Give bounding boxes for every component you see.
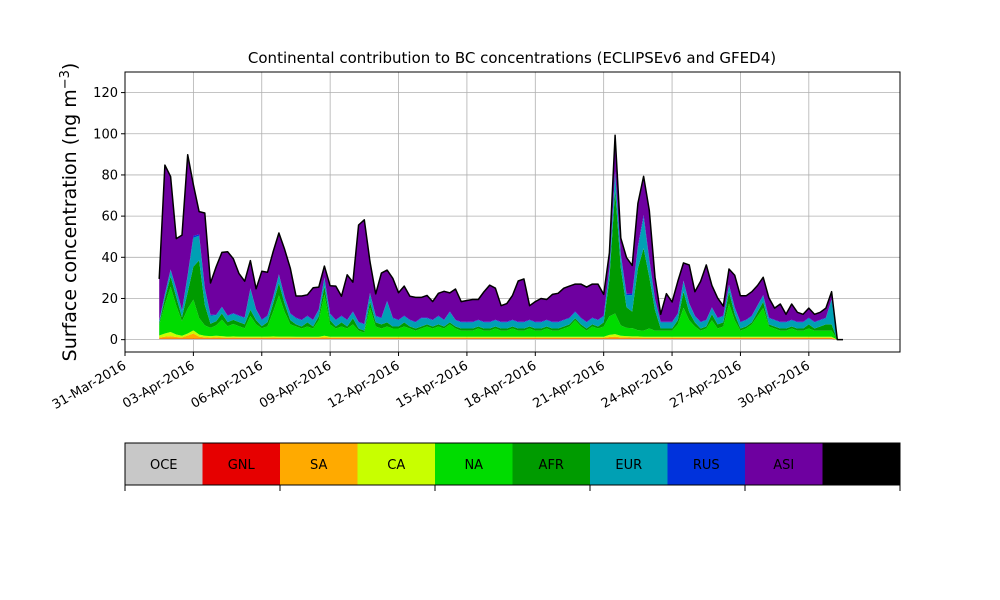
area-sa <box>159 333 843 340</box>
total-line <box>158 134 843 341</box>
legend-frame <box>124 442 901 486</box>
x-tick-label: 31-Mar-2016 <box>50 358 129 412</box>
total-outline <box>158 134 843 341</box>
legend-swatch-oce <box>125 443 203 485</box>
y-axis-label-main: Surface concentration (ng m <box>59 89 81 361</box>
area-ca <box>159 330 843 340</box>
y-tick-label: 60 <box>101 210 118 225</box>
legend-swatch-rus <box>667 443 746 485</box>
x-tick-label: 21-Apr-2016 <box>531 358 608 411</box>
x-tick-label: 09-Apr-2016 <box>257 358 334 411</box>
x-tick-label: 30-Apr-2016 <box>736 358 813 411</box>
legend-label-afr: AFR <box>539 458 564 473</box>
legend-label-gnl: GNL <box>228 458 256 473</box>
legend-swatch-na <box>435 443 513 485</box>
y-axis-label-exponent: −3 <box>58 70 73 89</box>
x-tick-label: 24-Apr-2016 <box>599 358 676 411</box>
legend-swatch-aus <box>822 443 901 485</box>
chart-title: Continental contribution to BC concentra… <box>248 49 776 67</box>
area-gnl <box>159 338 843 340</box>
legend-label-eur: EUR <box>615 458 642 473</box>
plot-frame <box>124 71 901 353</box>
x-tick-label: 18-Apr-2016 <box>462 358 539 411</box>
legend-swatch-eur <box>590 443 668 485</box>
x-tick-label: 03-Apr-2016 <box>120 358 197 411</box>
legend-label-na: NA <box>464 458 483 473</box>
legend-label-asi: ASI <box>773 458 794 473</box>
y-tick-label: 40 <box>101 251 118 266</box>
y-axis-label: Surface concentration (ng m−3) <box>58 63 81 362</box>
stacked-areas <box>159 135 843 340</box>
colorbar-legend: OCE GNL SA CA NA AFR EUR RUS ASI AUS <box>124 442 901 491</box>
y-tick-label: 120 <box>93 86 118 101</box>
x-tick-label: 12-Apr-2016 <box>325 358 402 411</box>
legend-swatch-sa <box>280 443 358 485</box>
x-tick-label: 27-Apr-2016 <box>667 358 744 411</box>
area-eur <box>159 173 843 340</box>
y-tick-label: 100 <box>93 127 118 142</box>
legend-swatch-asi <box>745 443 823 485</box>
legend-label-oce: OCE <box>150 458 178 473</box>
area-asi <box>159 135 843 340</box>
legend-label-ca: CA <box>387 458 405 473</box>
legend-label-aus: AUS <box>848 458 875 473</box>
y-tick-label: 80 <box>101 168 118 183</box>
x-tick-label: 06-Apr-2016 <box>189 358 266 411</box>
y-tick-label: 20 <box>101 292 118 307</box>
x-tick-label: 15-Apr-2016 <box>394 358 471 411</box>
legend-label-sa: SA <box>310 458 327 473</box>
legend-swatch-ca <box>357 443 436 485</box>
area-afr <box>159 190 843 340</box>
y-tick-label: 0 <box>110 333 118 348</box>
area-oce <box>159 339 843 340</box>
legend-swatch-afr <box>512 443 591 485</box>
area-na <box>159 286 843 340</box>
legend-label-rus: RUS <box>693 458 720 473</box>
y-axis-label-close: ) <box>59 63 81 70</box>
legend-swatch-gnl <box>202 443 281 485</box>
